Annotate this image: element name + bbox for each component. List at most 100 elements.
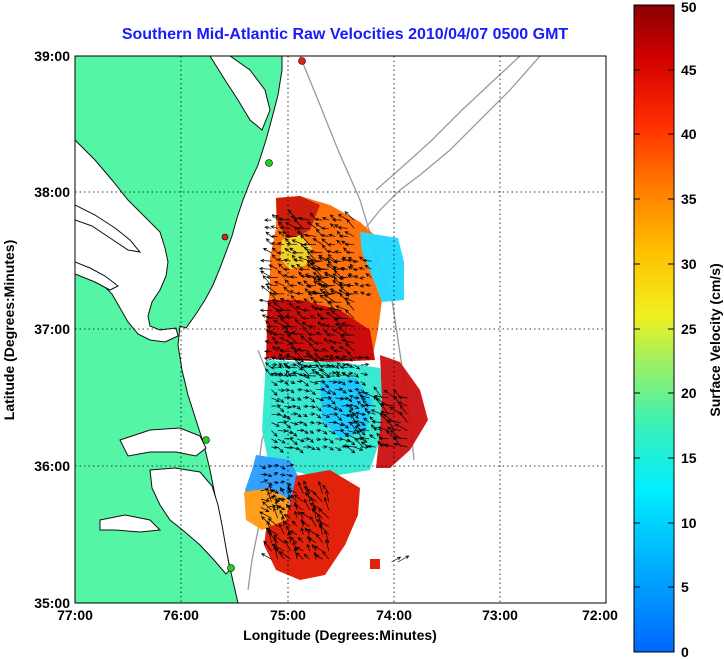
velocity-arrow [309, 389, 316, 396]
velocity-arrow [271, 445, 279, 450]
velocity-arrow [296, 347, 310, 352]
velocity-arrow [309, 397, 316, 403]
velocity-arrow [296, 263, 304, 270]
velocity-arrow [373, 386, 383, 399]
velocity-arrow [349, 263, 355, 270]
velocity-arrow [354, 387, 360, 392]
velocity-arrow [312, 505, 317, 519]
velocity-arrow [341, 258, 346, 262]
velocity-arrow [332, 279, 340, 286]
velocity-arrow [309, 503, 323, 511]
colorbar-tick-label: 25 [681, 321, 697, 337]
velocity-arrow [336, 239, 342, 245]
velocity-arrow [344, 297, 355, 303]
velocity-arrow [260, 487, 270, 492]
velocity-arrow [324, 273, 334, 278]
velocity-arrow [315, 446, 321, 451]
velocity-arrow [378, 436, 389, 441]
velocity-arrow [296, 356, 305, 363]
velocity-arrow [360, 438, 368, 443]
velocity-arrow [363, 417, 370, 423]
velocity-arrow [315, 405, 322, 412]
delaware-bay [209, 56, 271, 131]
colorbar-label: Surface Velocity (cm/s) [707, 263, 723, 416]
velocity-arrow [328, 380, 338, 384]
y-axis-ticks: 39:00 38:00 37:00 36:00 35:00 [34, 48, 70, 611]
velocity-arrow [296, 372, 304, 377]
velocity-arrow [289, 341, 304, 346]
velocity-arrow [322, 430, 328, 435]
velocity-arrow [265, 231, 272, 237]
velocity-arrow [338, 357, 348, 362]
velocity-arrow [265, 282, 278, 287]
velocity-arrow [322, 396, 333, 400]
velocity-arrow [271, 291, 285, 296]
velocity-arrow [286, 242, 298, 246]
velocity-arrow [270, 242, 278, 246]
velocity-arrow [307, 337, 317, 344]
velocity-arrow [341, 422, 349, 429]
colorbar-tick-label: 15 [681, 450, 697, 466]
velocity-arrow [325, 257, 334, 262]
velocity-arrow [277, 217, 291, 222]
velocity-arrow [323, 284, 334, 289]
velocity-arrow [356, 400, 364, 407]
velocity-arrow [293, 494, 304, 503]
velocity-arrow [365, 292, 372, 297]
velocity-arrow [267, 517, 279, 527]
velocity-arrow [293, 349, 304, 360]
velocity-arrow [341, 322, 355, 328]
velocity-arrow [290, 389, 295, 394]
velocity-arrow [319, 288, 327, 295]
station-marker [221, 233, 229, 241]
velocity-arrow [284, 430, 294, 435]
velocity-arrow [321, 348, 329, 352]
velocity-arrow [332, 329, 342, 336]
velocity-arrow [371, 420, 382, 424]
velocity-arrow [267, 528, 272, 543]
velocity-arrow [360, 430, 366, 436]
velocity-arrow [322, 437, 329, 441]
velocity-arrow [309, 381, 319, 385]
velocity-arrow [285, 314, 298, 319]
velocity-arrow [306, 255, 315, 262]
velocity-arrow [354, 426, 363, 432]
velocity-arrow [309, 438, 314, 443]
velocity-arrow [354, 396, 360, 400]
velocity-arrow [333, 276, 342, 286]
velocity-arrow [312, 272, 321, 278]
velocity-arrow [344, 433, 357, 440]
velocity-arrow [271, 422, 280, 427]
velocity-arrow [296, 397, 302, 401]
velocity-arrow [322, 445, 328, 449]
velocity-arrow [334, 364, 340, 369]
velocity-arrow [301, 316, 310, 321]
y-axis-label: Latitude (Degrees:Minutes) [1, 240, 17, 420]
velocity-arrow [377, 426, 389, 432]
velocity-arrow [314, 217, 323, 222]
velocity-arrow [338, 289, 346, 295]
velocity-arrow [318, 480, 323, 494]
velocity-arrow [312, 291, 321, 296]
velocity-arrow [289, 247, 298, 254]
velocity-arrow [260, 506, 270, 512]
velocity-arrow [316, 267, 327, 272]
velocity-arrow [272, 332, 285, 337]
velocity-arrow [283, 380, 289, 385]
velocity-arrow [281, 231, 291, 237]
velocity-arrow [341, 438, 351, 443]
velocity-arrow [294, 504, 304, 511]
velocity-arrow [307, 332, 317, 337]
velocity-arrow [298, 271, 304, 278]
velocity-arrow [364, 264, 372, 270]
velocity-arrow [354, 422, 361, 427]
velocity-arrow [296, 420, 304, 425]
velocity-arrow [277, 356, 282, 361]
velocity-arrow [341, 363, 347, 367]
velocity-arrow [345, 374, 355, 378]
velocity-arrow [277, 497, 285, 503]
velocity-arrow [318, 307, 329, 311]
velocity-arrow [274, 499, 279, 511]
velocity-arrow [332, 267, 340, 272]
velocity-arrow [315, 397, 325, 402]
